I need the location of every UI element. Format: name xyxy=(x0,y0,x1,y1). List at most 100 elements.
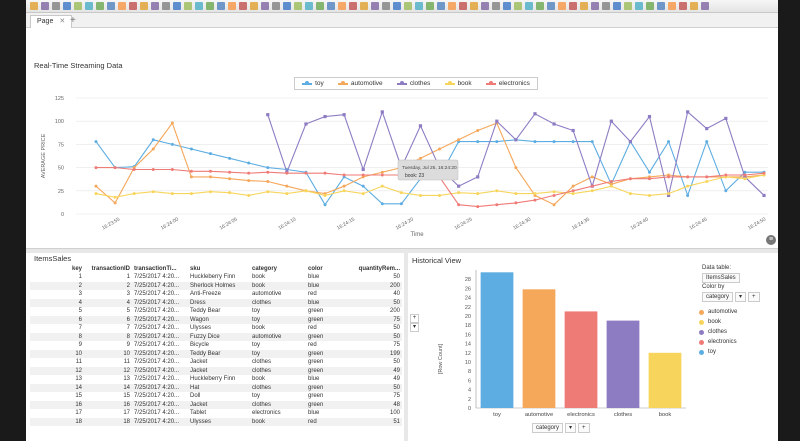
toolbar-tool-icon[interactable] xyxy=(63,2,71,10)
data-point-book[interactable] xyxy=(247,193,251,197)
data-point-book[interactable] xyxy=(705,180,709,184)
toolbar-tool-icon[interactable] xyxy=(151,2,159,10)
legend-item-clothes[interactable]: clothes xyxy=(396,80,430,87)
data-point-book[interactable] xyxy=(132,192,136,196)
data-point-book[interactable] xyxy=(495,189,499,193)
data-point-electronics[interactable] xyxy=(762,171,766,175)
data-point-toy[interactable] xyxy=(209,152,213,156)
toolbar-tool-icon[interactable] xyxy=(481,2,489,10)
table-row[interactable]: 16 16 7/25/2017 4:20... Jacket clothes green 4… xyxy=(30,400,402,409)
data-point-automotive[interactable] xyxy=(571,184,575,188)
color-by-add-icon[interactable]: + xyxy=(748,292,760,302)
toolbar-tool-icon[interactable] xyxy=(426,2,434,10)
table-row[interactable]: 6 6 7/25/2017 4:20... Wagon toy green 75 xyxy=(30,315,402,324)
data-point-electronics[interactable] xyxy=(228,170,232,174)
table-row[interactable]: 3 3 7/25/2017 4:20... Anti-Freeze automotive… xyxy=(30,290,402,299)
toolbar-tool-icon[interactable] xyxy=(382,2,390,10)
data-point-clothes[interactable] xyxy=(628,140,632,144)
toolbar-tool-icon[interactable] xyxy=(217,2,225,10)
toolbar-tool-icon[interactable] xyxy=(591,2,599,10)
column-header[interactable]: key xyxy=(71,265,82,272)
toolbar-tool-icon[interactable] xyxy=(162,2,170,10)
data-point-electronics[interactable] xyxy=(705,175,709,179)
toolbar-tool-icon[interactable] xyxy=(547,2,555,10)
toolbar-tool-icon[interactable] xyxy=(261,2,269,10)
bar-electronics[interactable] xyxy=(564,311,598,408)
data-point-clothes[interactable] xyxy=(743,175,747,179)
table-row[interactable]: 15 15 7/25/2017 4:20... Doll toy green 75 xyxy=(30,392,402,401)
color-by-chevron-icon[interactable]: ▾ xyxy=(735,292,747,302)
data-point-electronics[interactable] xyxy=(609,180,613,184)
toolbar-tool-icon[interactable] xyxy=(580,2,588,10)
toolbar-tool-icon[interactable] xyxy=(690,2,698,10)
data-point-book[interactable] xyxy=(647,193,651,197)
table-row[interactable]: 1 1 7/25/2017 4:20... Huckleberry Finn book b… xyxy=(30,273,402,282)
data-point-book[interactable] xyxy=(743,177,747,181)
data-point-book[interactable] xyxy=(151,190,155,194)
data-point-automotive[interactable] xyxy=(228,177,232,181)
data-point-electronics[interactable] xyxy=(189,169,193,173)
toolbar-tool-icon[interactable] xyxy=(118,2,126,10)
toolbar-tool-icon[interactable] xyxy=(173,2,181,10)
table-row[interactable]: 18 18 7/25/2017 4:20... Ulysses book red 51 xyxy=(30,417,402,426)
table-row[interactable]: 2 2 7/25/2017 4:20... Sherlock Holmes book bl… xyxy=(30,281,402,290)
data-point-toy[interactable] xyxy=(571,140,575,144)
toolbar-tool-icon[interactable] xyxy=(30,2,38,10)
data-point-electronics[interactable] xyxy=(304,171,308,175)
data-point-toy[interactable] xyxy=(552,140,556,144)
column-header[interactable]: quantityRem... xyxy=(358,265,400,272)
data-point-clothes[interactable] xyxy=(476,175,480,179)
column-header[interactable]: category xyxy=(252,265,278,272)
data-point-clothes[interactable] xyxy=(724,116,728,121)
data-point-electronics[interactable] xyxy=(266,170,270,174)
table-row[interactable]: 9 9 7/25/2017 4:20... Bicycle toy red 75 xyxy=(30,341,402,350)
data-point-toy[interactable] xyxy=(647,170,651,174)
data-point-automotive[interactable] xyxy=(552,203,556,207)
data-point-toy[interactable] xyxy=(590,140,594,144)
legend-item-toy[interactable]: toy xyxy=(302,80,324,87)
column-header[interactable]: transactionID xyxy=(91,265,130,272)
toolbar-tool-icon[interactable] xyxy=(624,2,632,10)
data-point-electronics[interactable] xyxy=(628,177,632,181)
table-row[interactable]: 13 13 7/25/2017 4:20... Huckleberry Finn boo… xyxy=(30,375,402,384)
data-point-clothes[interactable] xyxy=(495,119,499,123)
data-point-automotive[interactable] xyxy=(438,147,442,151)
toolbar-tool-icon[interactable] xyxy=(448,2,456,10)
toolbar-tool-icon[interactable] xyxy=(569,2,577,10)
data-point-book[interactable] xyxy=(533,192,537,196)
data-point-electronics[interactable] xyxy=(342,173,346,177)
data-point-toy[interactable] xyxy=(495,140,499,144)
toolbar-tool-icon[interactable] xyxy=(52,2,60,10)
table-row[interactable]: 8 8 7/25/2017 4:20... Fuzzy Dice automotive g… xyxy=(30,332,402,341)
data-point-toy[interactable] xyxy=(399,202,403,206)
toolbar-tool-icon[interactable] xyxy=(250,2,258,10)
data-point-automotive[interactable] xyxy=(285,184,289,188)
toolbar-tool-icon[interactable] xyxy=(195,2,203,10)
legend-item-electronics[interactable]: electronics xyxy=(699,337,737,347)
panel-vertical-divider[interactable] xyxy=(404,252,408,441)
data-point-electronics[interactable] xyxy=(647,177,651,181)
data-point-electronics[interactable] xyxy=(571,189,575,193)
data-point-book[interactable] xyxy=(686,184,690,188)
toolbar-tool-icon[interactable] xyxy=(41,2,49,10)
y-axis-zoom-in-button[interactable]: + xyxy=(410,314,419,323)
toolbar-tool-icon[interactable] xyxy=(657,2,665,10)
data-point-toy[interactable] xyxy=(247,161,251,165)
toolbar-tool-icon[interactable] xyxy=(613,2,621,10)
data-point-clothes[interactable] xyxy=(457,184,461,188)
data-point-clothes[interactable] xyxy=(571,128,575,133)
toolbar-tool-icon[interactable] xyxy=(415,2,423,10)
data-point-electronics[interactable] xyxy=(170,167,174,171)
toolbar-tool-icon[interactable] xyxy=(272,2,280,10)
legend-item-book[interactable]: book xyxy=(444,80,472,87)
toolbar-tool-icon[interactable] xyxy=(129,2,137,10)
data-point-toy[interactable] xyxy=(361,184,365,188)
data-point-toy[interactable] xyxy=(228,156,232,160)
data-point-book[interactable] xyxy=(266,190,270,194)
table-row[interactable]: 11 11 7/25/2017 4:20... Jacket clothes green 5… xyxy=(30,358,402,367)
data-point-book[interactable] xyxy=(552,190,556,194)
data-point-clothes[interactable] xyxy=(762,193,766,198)
toolbar-tool-icon[interactable] xyxy=(184,2,192,10)
toolbar-tool-icon[interactable] xyxy=(239,2,247,10)
data-point-book[interactable] xyxy=(342,189,346,193)
